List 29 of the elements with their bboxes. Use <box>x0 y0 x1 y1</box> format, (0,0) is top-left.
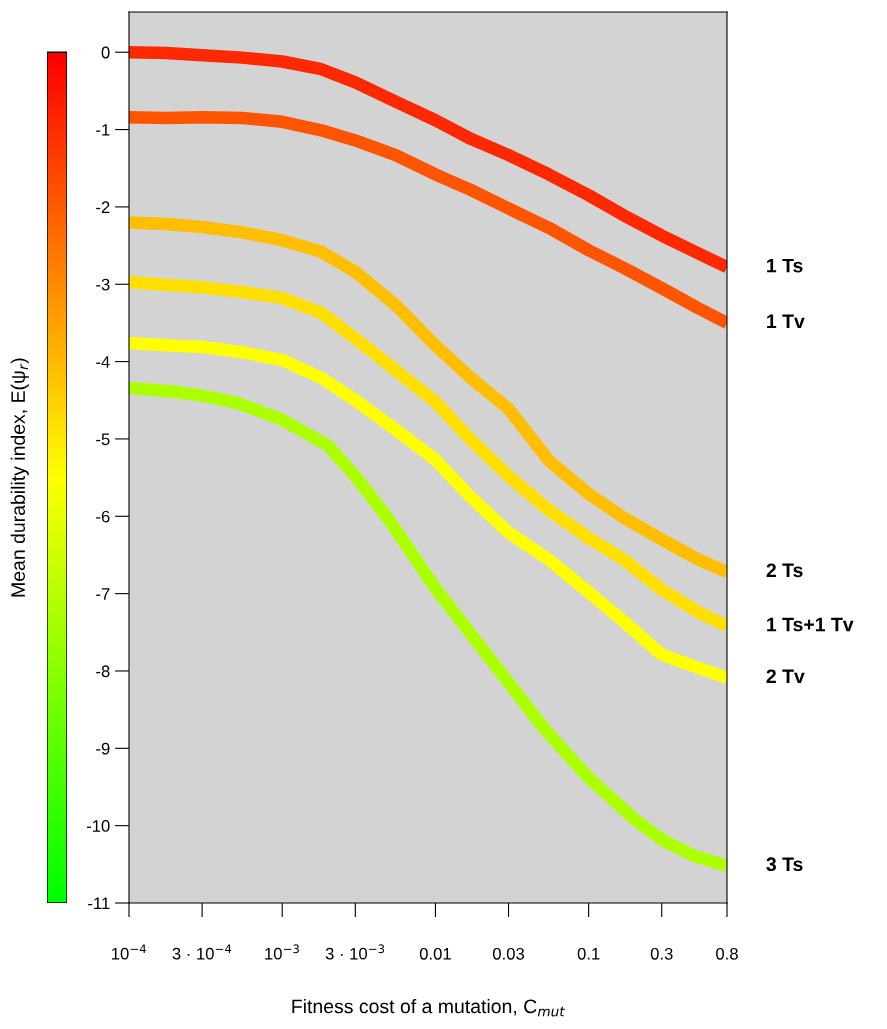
x-tick-label: 10$^{−4}$ <box>112 944 146 960</box>
text: 2 Ts <box>766 563 803 578</box>
x-tick-label: 0.03 <box>492 947 525 960</box>
text: 1 Ts <box>767 258 803 273</box>
x-tick-label: 10$^{−3}$ <box>265 944 299 960</box>
text: 1 Tv <box>767 314 805 328</box>
text: 2 Tv <box>766 669 805 683</box>
x-tick-label: 3 · 10$^{−4}$ <box>172 944 232 960</box>
y-tick-label: -3 <box>96 278 110 291</box>
y-tick-label: -6 <box>96 510 110 523</box>
x-tick-label: 0.1 <box>577 947 600 960</box>
text: 1 Ts+1 Tv <box>767 617 854 632</box>
x-tick-label: 0.8 <box>716 947 738 960</box>
y-tick-label: 0 <box>101 46 110 59</box>
x-tick-label: 0.01 <box>419 947 451 960</box>
y-tick-label: -11 <box>88 897 110 910</box>
y-tick-label: -10 <box>86 820 110 832</box>
y-tick-label: -2 <box>96 201 110 213</box>
x-tick-label: 3 · 10$^{−3}$ <box>325 944 385 960</box>
y-tick-label: -9 <box>96 742 110 755</box>
y-tick-label: -7 <box>96 588 110 600</box>
y-tick-label: -1 <box>96 124 110 136</box>
y-tick-label: -4 <box>96 356 110 368</box>
y-tick-label: -8 <box>96 665 110 678</box>
text: 3 Ts <box>766 857 803 872</box>
x-axis-title: Fitness cost of a mutation, C$_{mut}$ <box>292 998 566 1017</box>
x-tick-label: 0.3 <box>650 947 673 960</box>
y-tick-label: -5 <box>96 433 110 446</box>
color-bar-title: Mean durability index, E(ψ$_{r}$) <box>10 358 29 597</box>
